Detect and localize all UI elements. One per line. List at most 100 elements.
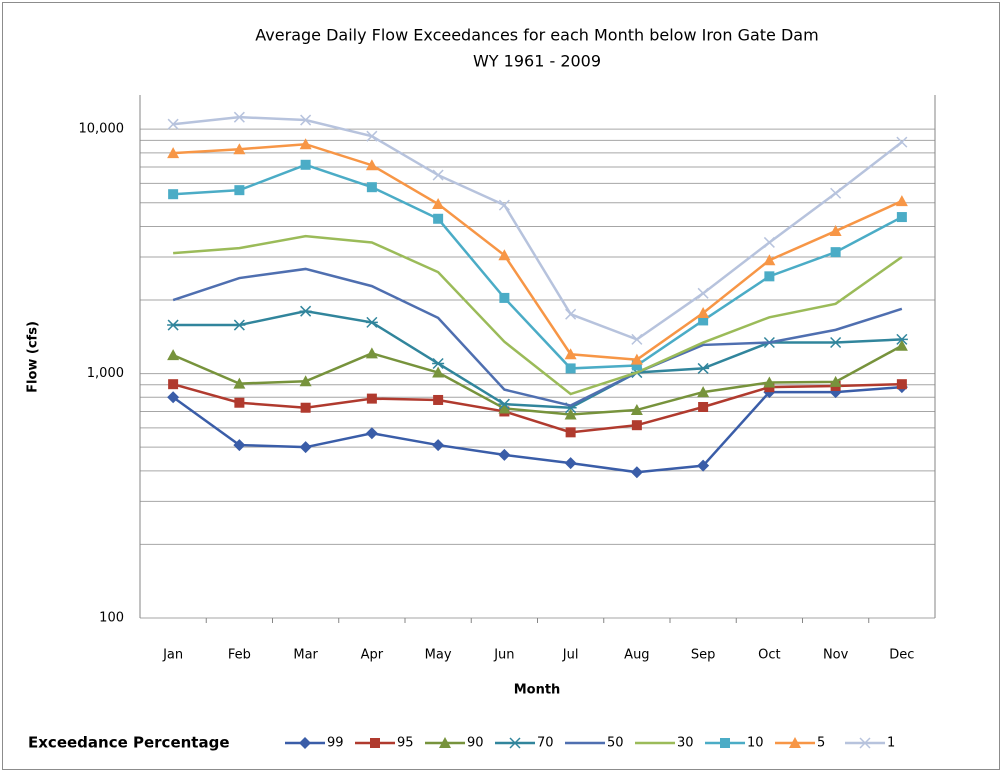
x-tick-label: Sep <box>691 648 716 663</box>
marker <box>432 357 445 370</box>
series-line <box>172 344 903 416</box>
marker <box>167 118 179 130</box>
marker <box>565 308 577 320</box>
marker <box>697 459 710 472</box>
marker <box>896 212 907 223</box>
marker <box>631 420 642 431</box>
legend-marker <box>789 737 801 748</box>
series <box>167 138 908 365</box>
x-tick-label: Jun <box>493 648 514 663</box>
marker <box>829 375 842 387</box>
marker <box>433 213 444 224</box>
y-axis-label: Flow (cfs) <box>26 321 41 393</box>
series-line <box>172 382 902 434</box>
legend-label: 5 <box>817 736 825 751</box>
y-tick-label: 1,000 <box>87 366 124 381</box>
marker <box>432 439 445 452</box>
marker <box>432 366 445 378</box>
marker <box>763 376 776 388</box>
x-tick-label: Apr <box>361 648 384 663</box>
marker <box>630 466 643 479</box>
marker <box>564 348 577 360</box>
marker <box>698 315 709 326</box>
marker <box>167 147 180 159</box>
legend-label: 50 <box>607 736 624 751</box>
series <box>172 267 903 407</box>
marker <box>764 271 775 282</box>
marker <box>697 386 710 398</box>
x-tick-label: Aug <box>624 648 649 663</box>
marker <box>895 195 908 207</box>
marker <box>697 362 710 374</box>
marker <box>829 336 842 349</box>
marker <box>896 136 908 148</box>
marker <box>167 391 180 404</box>
marker <box>233 319 246 331</box>
series <box>173 234 903 396</box>
marker <box>300 159 311 170</box>
marker <box>498 402 511 414</box>
x-tick-label: Dec <box>889 648 914 663</box>
marker <box>698 401 709 412</box>
marker <box>631 360 642 371</box>
marker <box>233 439 246 452</box>
marker <box>366 130 378 142</box>
legend-marker <box>370 738 380 748</box>
marker <box>234 397 245 408</box>
x-tick-label: Feb <box>228 648 251 663</box>
marker <box>631 333 643 345</box>
marker <box>896 379 907 390</box>
marker <box>300 114 312 126</box>
marker <box>433 394 444 405</box>
marker <box>233 111 245 123</box>
legend-marker <box>299 737 311 749</box>
x-tick-label: Jul <box>562 648 579 663</box>
marker <box>498 249 511 261</box>
marker <box>630 353 643 365</box>
legend-label: 99 <box>327 736 344 751</box>
marker <box>300 402 311 413</box>
marker <box>365 347 378 359</box>
marker <box>299 305 312 317</box>
marker <box>630 403 643 415</box>
marker <box>365 316 378 328</box>
series <box>168 159 907 374</box>
marker <box>829 225 842 237</box>
marker <box>366 182 377 193</box>
x-tick-label: May <box>425 648 452 663</box>
marker <box>565 427 576 438</box>
series-line <box>173 163 903 370</box>
x-tick-label: Oct <box>758 648 780 663</box>
marker <box>565 363 576 374</box>
marker <box>498 199 510 211</box>
marker <box>830 247 841 258</box>
marker <box>763 254 776 266</box>
y-tick-label: 10,000 <box>79 122 125 137</box>
chart-title: Average Daily Flow Exceedances for each … <box>255 26 818 45</box>
series-line <box>173 234 903 396</box>
legend-title: Exceedance Percentage <box>28 734 230 752</box>
marker <box>498 448 511 461</box>
legend-label: 10 <box>747 736 764 751</box>
legend-marker <box>720 738 730 748</box>
legend-label: 70 <box>537 736 554 751</box>
series <box>167 111 908 345</box>
marker <box>234 185 245 196</box>
marker <box>697 287 709 299</box>
marker <box>763 236 775 248</box>
legend-label: 30 <box>677 736 694 751</box>
x-tick-label: Jan <box>162 648 183 663</box>
series-line <box>173 309 902 409</box>
marker <box>895 333 908 345</box>
marker <box>697 306 710 318</box>
marker <box>366 393 377 404</box>
marker <box>168 379 179 390</box>
marker <box>830 187 842 199</box>
legend-marker <box>859 737 871 749</box>
series-line <box>172 115 903 341</box>
marker <box>895 339 908 351</box>
marker <box>168 189 179 200</box>
y-tick-label: 100 <box>99 611 124 626</box>
